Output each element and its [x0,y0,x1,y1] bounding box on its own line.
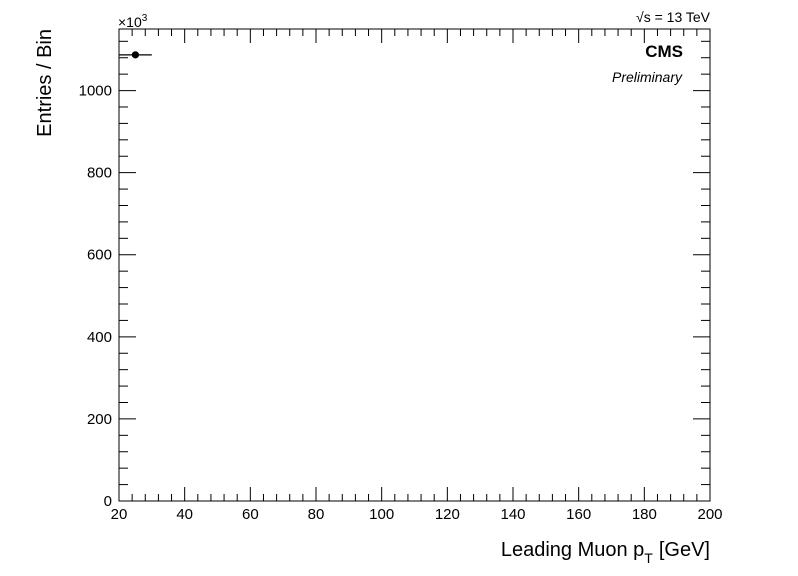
x-axis-title: Leading Muon pT [GeV] [501,539,710,566]
y-tick-label: 0 [104,493,112,510]
data-point [131,51,140,59]
x-tick-label: 160 [566,506,591,523]
plot-frame [118,28,711,502]
x-tick-label: 120 [435,506,460,523]
y-tick-label: 1000 [79,83,112,100]
x-tick-labels: 20 40 60 80 100 120 140 160 180 200 [111,506,723,523]
x-tick-label: 20 [111,506,128,523]
x-tick-label: 100 [369,506,394,523]
preliminary-label: Preliminary [612,69,683,85]
x-tick-label: 80 [308,506,325,523]
x-axis-title-unit: [GeV] [659,539,710,561]
y-tick-label: 200 [87,411,112,428]
y-multiplier-exponent: 3 [142,13,148,24]
y-tick-label: 600 [87,247,112,264]
x-tick-label: 40 [176,506,193,523]
axis-ticks [118,29,711,502]
y-multiplier: ×103 [118,13,148,30]
x-tick-label: 180 [632,506,657,523]
data-points [119,51,152,59]
y-tick-label: 800 [87,165,112,182]
y-tick-labels: 0 200 400 600 800 1000 [79,83,112,510]
x-tick-label: 140 [500,506,525,523]
x-axis-title-sub: T [644,550,653,566]
x-tick-label: 200 [697,506,722,523]
energy-value: = 13 TeV [651,9,711,25]
cms-label: CMS [645,42,683,61]
sqrt-s: √s [636,9,651,25]
y-tick-label: 400 [87,329,112,346]
energy-label: √s = 13 TeV [636,9,711,25]
x-tick-label: 60 [242,506,259,523]
y-axis-title: Entries / Bin [34,29,56,137]
